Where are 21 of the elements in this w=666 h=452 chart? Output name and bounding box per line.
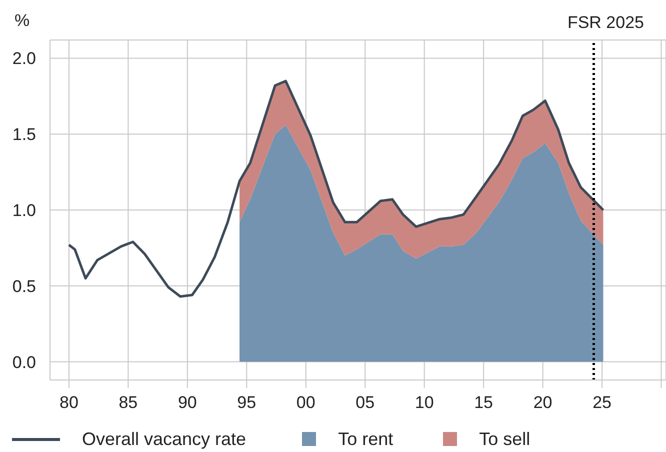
x-tick-label: 15 — [474, 393, 494, 412]
x-tick-label: 25 — [592, 393, 612, 412]
legend-label: To sell — [479, 428, 530, 449]
y-tick-label: 0.5 — [12, 276, 36, 296]
x-tick-label: 00 — [296, 393, 316, 412]
x-tick-label: 10 — [414, 393, 434, 412]
x-tick-label: 05 — [356, 393, 375, 412]
line-series — [68, 80, 604, 298]
x-tick-label: 80 — [59, 393, 78, 412]
x-tick-label: 95 — [237, 393, 256, 412]
y-tick-label: 1.0 — [12, 201, 36, 220]
legend-label: To rent — [338, 428, 394, 449]
y-tick-label: 2.0 — [12, 49, 36, 68]
y-axis-title: % — [14, 11, 30, 30]
x-tick-label: 85 — [118, 393, 138, 412]
x-tick-label: 90 — [178, 393, 197, 412]
legend-label: Overall vacancy rate — [82, 428, 246, 449]
x-tick-label: 20 — [533, 393, 552, 412]
ref-line-label: FSR 2025 — [567, 13, 644, 32]
y-tick-label: 0.0 — [12, 352, 36, 372]
y-tick-label: 1.5 — [12, 125, 36, 144]
